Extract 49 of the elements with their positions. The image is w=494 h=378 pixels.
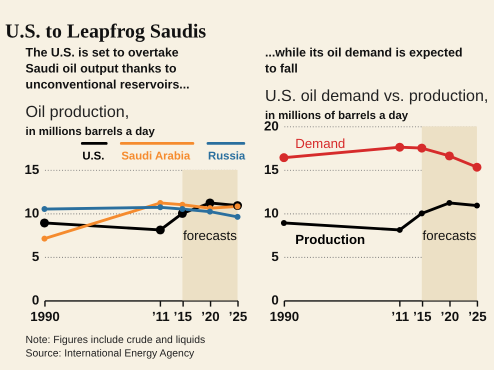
y-tick-label: 0 bbox=[271, 292, 279, 308]
chart-subtitle: The U.S. is set to overtake Saudi oil output thanks to unconventional reservoirs... bbox=[26, 45, 190, 92]
point bbox=[474, 202, 480, 209]
point bbox=[41, 236, 48, 242]
band-label: forecasts bbox=[422, 228, 477, 243]
point bbox=[472, 162, 482, 172]
x-tick-label: ’15 bbox=[413, 308, 432, 324]
source-note: Source: International Energy Agency bbox=[26, 348, 196, 360]
y-tick-label: 5 bbox=[271, 249, 279, 264]
x-tick-label: 1990 bbox=[270, 308, 300, 324]
legend-label: Russia bbox=[208, 150, 246, 162]
point bbox=[418, 210, 425, 216]
y-tick-label: 5 bbox=[32, 249, 40, 264]
band-label: forecasts bbox=[183, 228, 238, 243]
x-tick-label: ’25 bbox=[468, 308, 487, 324]
point bbox=[279, 153, 288, 162]
point bbox=[179, 206, 186, 212]
y-axis-title: Oil production, in millions barrels a day bbox=[26, 102, 156, 138]
point bbox=[444, 151, 454, 160]
point bbox=[40, 218, 49, 228]
x-tick-label: ’20 bbox=[201, 308, 220, 324]
point bbox=[446, 200, 452, 206]
point bbox=[417, 144, 426, 153]
point bbox=[206, 208, 213, 215]
chart-subtitle: ...while its oil demand is expected to fall bbox=[264, 45, 462, 76]
series-label: Production bbox=[295, 232, 366, 247]
x-tick-label: 1990 bbox=[30, 308, 60, 324]
chart-title: U.S. to Leapfrog Saudis bbox=[5, 20, 206, 42]
series-label: Demand bbox=[295, 136, 346, 152]
y-tick-label: 15 bbox=[24, 162, 40, 178]
point bbox=[234, 214, 241, 220]
point bbox=[156, 225, 165, 234]
legend-label: U.S. bbox=[82, 150, 104, 162]
x-tick-label: ’20 bbox=[440, 308, 460, 324]
x-tick-label: ’11 bbox=[391, 308, 410, 324]
y-tick-label: 0 bbox=[32, 292, 40, 308]
x-tick-label: ’15 bbox=[174, 308, 192, 324]
point bbox=[280, 220, 287, 226]
text: Saudi Arabia bbox=[121, 150, 191, 162]
x-tick-label: ’11 bbox=[152, 308, 170, 324]
point bbox=[395, 142, 404, 152]
x-tick-label: ’25 bbox=[228, 308, 248, 324]
point bbox=[396, 226, 403, 233]
y-tick-label: 10 bbox=[24, 206, 40, 221]
text: Note: Figures include crude and liquids bbox=[26, 335, 206, 346]
point bbox=[157, 204, 164, 210]
y-tick-label: 10 bbox=[264, 206, 279, 221]
y-tick-label: 15 bbox=[264, 162, 279, 178]
point bbox=[41, 206, 48, 212]
